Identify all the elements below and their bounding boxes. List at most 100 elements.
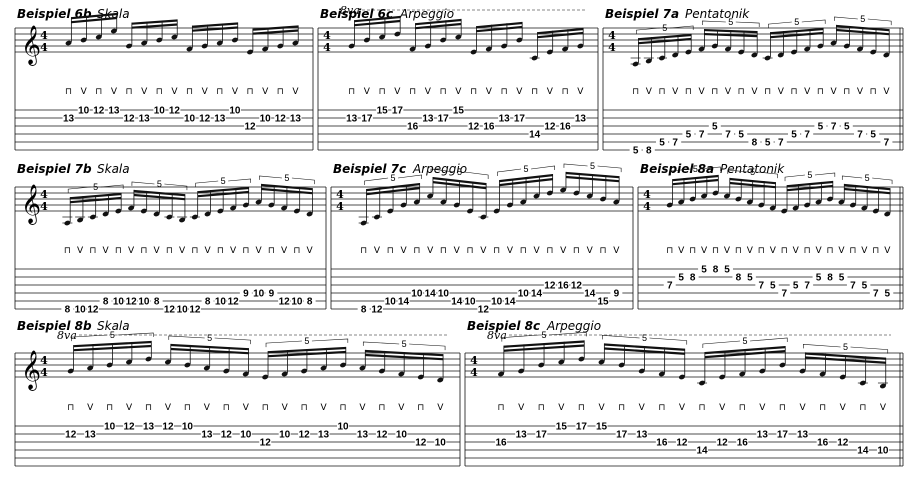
beam xyxy=(268,350,346,358)
pick-stroke: ⊓ xyxy=(870,87,877,97)
fret-mask xyxy=(756,429,769,439)
fret-number: 12 xyxy=(199,114,211,125)
ottava-marking: 8va xyxy=(487,329,507,342)
fret-mask xyxy=(406,121,419,131)
tuplet-bracket xyxy=(784,174,805,182)
example-system: Beispiel 8c Arpeggio 44 8va 16 ⊓ 13 V 17 ⊓ 15 V 17 ⊓ 1… xyxy=(464,319,904,467)
pick-stroke: ⊓ xyxy=(191,246,198,256)
pick-stroke: ⊓ xyxy=(467,246,474,256)
fret-number: 10 xyxy=(260,114,272,125)
fret-number: 12 xyxy=(169,106,181,117)
notehead xyxy=(861,205,868,211)
beam xyxy=(192,22,238,28)
fret-number: 14 xyxy=(451,297,463,308)
fret-number: 10 xyxy=(877,446,889,457)
fret-number: 10 xyxy=(435,438,447,449)
tuplet-number: 5 xyxy=(524,164,529,174)
beam xyxy=(704,346,786,355)
fret-number: 5 xyxy=(884,289,890,300)
example-subtitle: Skala xyxy=(97,162,130,176)
notehead xyxy=(870,49,877,55)
tuplet-bracket xyxy=(801,19,826,24)
time-signature-bottom: 4 xyxy=(40,200,48,213)
pick-stroke: V xyxy=(455,87,462,97)
pick-stroke: ⊓ xyxy=(699,403,706,413)
tuplet-bracket xyxy=(700,166,721,171)
time-signature-top: 4 xyxy=(608,29,616,42)
tuplet-bracket xyxy=(531,165,555,170)
fret-mask xyxy=(490,296,503,306)
pick-stroke: ⊓ xyxy=(804,246,811,256)
notehead xyxy=(724,46,732,52)
time-signature-top: 4 xyxy=(323,29,331,42)
pick-stroke: V xyxy=(81,87,88,97)
pick-stroke: ⊓ xyxy=(145,403,152,413)
fret-mask xyxy=(732,272,745,282)
fret-mask xyxy=(570,280,583,290)
ottava-marking: 8va xyxy=(57,329,77,342)
fret-number: 14 xyxy=(425,289,437,300)
beam xyxy=(537,31,584,39)
notehead xyxy=(739,371,746,377)
pick-stroke: V xyxy=(840,403,847,413)
fret-mask xyxy=(278,296,291,306)
tuplet-number: 5 xyxy=(207,333,212,343)
fret-number: 7 xyxy=(778,138,784,149)
fret-number: 9 xyxy=(269,289,275,300)
fret-number: 13 xyxy=(575,114,587,125)
notehead xyxy=(516,37,523,43)
fret-mask xyxy=(437,288,450,298)
fret-number: 10 xyxy=(182,422,194,433)
tuplet-number: 5 xyxy=(860,14,865,24)
notehead xyxy=(538,362,545,368)
pick-stroke: ⊓ xyxy=(89,246,96,256)
pick-stroke: V xyxy=(111,87,118,97)
pick-stroke: ⊓ xyxy=(600,246,607,256)
pick-stroke: V xyxy=(831,87,838,97)
tab-row: Beispiel 7b Skala𝄞 448⊓10V12⊓8V10⊓12V10⊓8V… xyxy=(14,161,904,316)
pick-stroke: ⊓ xyxy=(498,403,505,413)
fret-number: 12 xyxy=(65,430,77,441)
fret-number: 7 xyxy=(804,281,810,292)
notehead xyxy=(126,359,133,365)
notehead xyxy=(506,202,513,208)
fret-number: 7 xyxy=(850,281,856,292)
fret-number: 10 xyxy=(411,289,423,300)
fret-mask xyxy=(708,121,721,131)
beam xyxy=(365,349,444,357)
pick-stroke: V xyxy=(861,246,868,256)
notehead xyxy=(672,52,679,58)
beam xyxy=(638,33,692,41)
fret-number: 12 xyxy=(87,305,99,316)
fret-number: 12 xyxy=(124,422,136,433)
pick-stroke: V xyxy=(725,87,732,97)
tuplet-bracket xyxy=(398,174,422,179)
example-subtitle: Skala xyxy=(97,319,130,333)
pick-stroke: ⊓ xyxy=(501,87,508,97)
time-signature-top: 4 xyxy=(40,188,48,201)
pick-stroke: V xyxy=(558,403,565,413)
notehead xyxy=(618,362,625,368)
example-system: Beispiel 8a Pentatonik447⊓5V8⊓5V8⊓5V8⊓5V7… xyxy=(637,162,904,310)
notehead xyxy=(115,208,122,214)
fret-number: 5 xyxy=(839,273,845,284)
notehead xyxy=(613,199,620,205)
fret-mask xyxy=(92,105,105,115)
notehead xyxy=(293,208,300,214)
pick-stroke: ⊓ xyxy=(64,246,71,256)
fret-number: 10 xyxy=(385,297,397,308)
beam xyxy=(133,189,185,197)
fret-mask xyxy=(337,421,350,431)
notehead xyxy=(738,49,745,55)
tuplet-bracket xyxy=(727,169,748,174)
fret-number: 10 xyxy=(78,106,90,117)
fret-mask xyxy=(856,445,869,455)
fret-mask xyxy=(880,137,893,147)
pick-stroke: ⊓ xyxy=(618,403,625,413)
tuplet-bracket xyxy=(71,334,108,342)
pick-stroke: V xyxy=(759,403,766,413)
fret-mask xyxy=(796,429,809,439)
pick-stroke: V xyxy=(205,246,212,256)
fret-number: 9 xyxy=(243,289,249,300)
example-system: Beispiel 7b Skala 𝄞 44 8 ⊓ 10 V 12 ⊓ 8 V 10 ⊓ 12 V 10 ⊓ 8 V… xyxy=(14,162,327,316)
